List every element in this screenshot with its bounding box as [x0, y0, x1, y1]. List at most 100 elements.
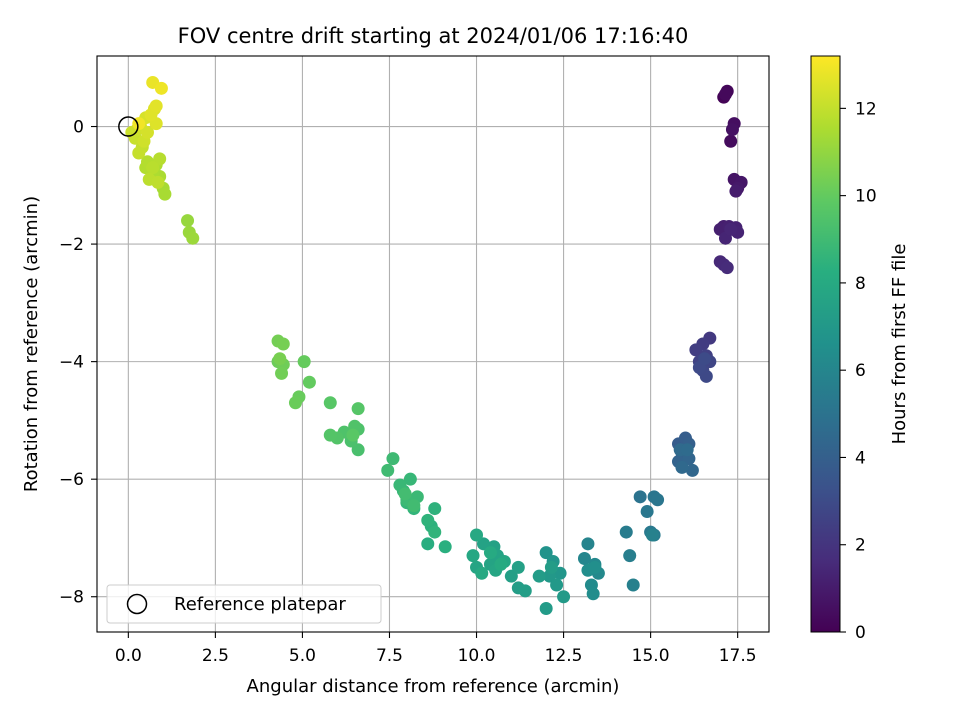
colorbar-tick-label: 8	[855, 274, 866, 294]
data-point	[153, 152, 167, 166]
data-point	[346, 428, 360, 442]
data-point	[275, 366, 289, 380]
data-point	[149, 99, 163, 113]
colorbar-tick-label: 0	[855, 623, 866, 643]
x-tick-label: 17.5	[719, 646, 757, 666]
data-point	[297, 355, 311, 369]
data-point	[403, 472, 417, 486]
data-point	[483, 546, 497, 560]
data-point	[645, 528, 659, 542]
data-point	[276, 337, 290, 351]
data-point	[724, 222, 738, 236]
data-point	[550, 578, 564, 592]
x-axis-ticks: 0.0 2.5 5.0 7.5 10.0 12.5 15.0 17.5	[115, 632, 757, 666]
legend-box	[106, 584, 382, 624]
data-point	[619, 525, 633, 539]
legend-label: Reference platepar	[174, 594, 346, 615]
colorbar-tick-label: 10	[855, 187, 877, 207]
reference-marker-group	[118, 116, 139, 137]
data-point	[633, 490, 647, 504]
x-tick-label: 7.5	[376, 646, 403, 666]
y-tick-label: −2	[59, 235, 84, 255]
data-point	[557, 590, 571, 604]
data-point	[386, 452, 400, 466]
data-point	[476, 537, 490, 551]
data-point	[689, 343, 703, 357]
y-tick-label: −6	[59, 470, 84, 490]
data-point	[698, 352, 712, 366]
data-point	[544, 560, 558, 574]
data-point	[685, 463, 699, 477]
data-point	[428, 502, 442, 516]
data-point	[154, 81, 168, 95]
data-point	[132, 146, 146, 160]
colorbar: 0 2 4 6 8 10 12 Hours from first FF file	[810, 55, 910, 643]
legend: Reference platepar	[106, 584, 382, 624]
data-point	[470, 528, 484, 542]
data-point	[302, 375, 316, 389]
data-point	[438, 540, 452, 554]
data-point	[539, 546, 553, 560]
x-tick-label: 2.5	[202, 646, 229, 666]
data-point	[351, 402, 365, 416]
x-axis-label: Angular distance from reference (arcmin)	[247, 676, 620, 697]
data-point	[288, 396, 302, 410]
data-point	[718, 87, 732, 101]
data-point	[724, 134, 738, 148]
data-point	[577, 552, 591, 566]
data-point	[651, 493, 665, 507]
data-point	[466, 549, 480, 563]
data-point	[140, 125, 154, 139]
data-point	[151, 175, 165, 189]
y-tick-label: 0	[73, 118, 84, 138]
data-point	[421, 537, 435, 551]
data-point	[181, 214, 195, 228]
x-tick-label: 10.0	[458, 646, 496, 666]
data-point	[539, 601, 553, 615]
data-point	[504, 569, 518, 583]
x-tick-label: 5.0	[289, 646, 316, 666]
data-point	[640, 505, 654, 519]
grid-lines	[97, 56, 769, 632]
data-point	[588, 560, 602, 574]
data-point	[351, 443, 365, 457]
legend-reference-marker	[126, 593, 148, 615]
colorbar-tick-label: 2	[855, 536, 866, 556]
data-point	[725, 122, 739, 136]
data-point	[532, 569, 546, 583]
data-point	[398, 487, 412, 501]
x-tick-label: 12.5	[545, 646, 583, 666]
data-point	[720, 261, 734, 275]
x-tick-label: 0.0	[115, 646, 142, 666]
x-tick-label: 15.0	[632, 646, 670, 666]
colorbar-ticks: 0 2 4 6 8 10 12	[840, 99, 877, 643]
data-point	[494, 557, 508, 571]
data-point	[586, 587, 600, 601]
plot-frame	[96, 55, 770, 633]
data-points	[125, 75, 748, 615]
data-point	[511, 560, 525, 574]
chart-title: FOV centre drift starting at 2024/01/06 …	[178, 24, 689, 48]
data-point	[518, 584, 532, 598]
data-point	[273, 352, 287, 366]
data-point	[323, 428, 337, 442]
colorbar-gradient	[810, 55, 841, 633]
data-point	[407, 499, 421, 513]
colorbar-tick-label: 6	[855, 361, 866, 381]
data-point	[146, 161, 160, 175]
reference-platepar-marker	[118, 116, 139, 137]
data-point	[699, 369, 713, 383]
colorbar-tick-label: 12	[855, 99, 877, 119]
colorbar-label: Hours from first FF file	[889, 244, 910, 445]
data-point	[626, 578, 640, 592]
data-point	[729, 184, 743, 198]
data-point	[581, 537, 595, 551]
data-point	[323, 396, 337, 410]
data-point	[675, 460, 689, 474]
data-point	[428, 525, 442, 539]
y-tick-label: −4	[59, 353, 84, 373]
data-point	[421, 513, 435, 527]
data-point	[623, 549, 637, 563]
data-point	[158, 187, 172, 201]
